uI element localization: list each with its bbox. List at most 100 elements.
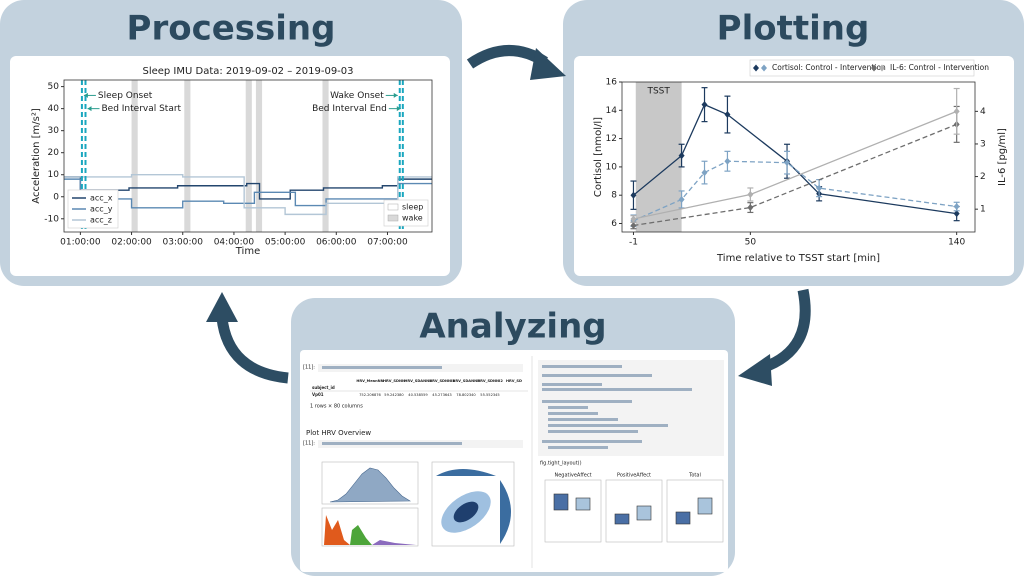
y-tick-label: 10: [48, 170, 60, 180]
event-arrow-head: [396, 106, 401, 112]
table-header: HRV_SDNNI2: [477, 379, 503, 383]
table-header: HRV_SD: [506, 379, 522, 383]
arrow-head: [206, 292, 238, 322]
marker: [630, 215, 637, 223]
table-cell: 45.273643: [432, 393, 451, 397]
marker: [953, 210, 960, 218]
event-arrow-head: [87, 106, 92, 112]
legend-marker: [871, 64, 877, 72]
notebook: [11]: [11]: subject_id Vp01 1 rows × 80 …: [303, 356, 724, 568]
arrow-head: [530, 48, 566, 80]
legend-box: [749, 59, 975, 77]
marker: [678, 152, 685, 160]
table-cell: 59.242380: [384, 393, 404, 397]
legend-label: wake: [402, 214, 423, 223]
axes-frame: [63, 79, 433, 233]
marginal: [436, 469, 496, 476]
x-tick-label: 140: [948, 238, 965, 248]
box: [636, 505, 652, 521]
wake-period: [322, 80, 329, 232]
code-line: [548, 430, 638, 433]
boxplot-title: PositiveAffect: [617, 473, 651, 479]
legend-label: Cortisol: Control - Intervention: [772, 63, 886, 72]
y-tick-label: 6: [611, 219, 617, 229]
spectrum-band: [350, 525, 372, 545]
box: [697, 497, 713, 515]
marker: [747, 191, 754, 198]
axes-frame: [621, 81, 976, 233]
table-note: 1 rows × 80 columns: [310, 404, 363, 410]
table-header: HRV_SDANN2: [452, 379, 480, 383]
code-line: [548, 446, 608, 449]
x-tick-label: 06:00:00: [316, 238, 357, 248]
code-line: [542, 440, 642, 443]
x-tick-label: 07:00:00: [367, 238, 408, 248]
marker: [953, 203, 960, 211]
plot-frame: [605, 479, 663, 543]
table-header: HRV_SDNN: [383, 379, 405, 383]
code-line: [542, 365, 622, 368]
arrow-heads: [206, 48, 772, 386]
series-line: [633, 123, 957, 227]
boxplots: [544, 479, 724, 543]
y2-tick-label: 4: [980, 107, 986, 117]
code-line: [548, 418, 618, 421]
y-tick-label: 20: [48, 148, 60, 158]
plot-frame: [666, 479, 724, 543]
box: [553, 493, 569, 511]
x-axis-label: Time relative to TSST start [min]: [716, 253, 880, 264]
y-tick-label: 8: [611, 191, 617, 201]
y2-tick-label: 2: [980, 172, 986, 182]
box: [575, 497, 591, 511]
box: [675, 511, 691, 525]
wake-period: [245, 80, 252, 232]
table-cell: 40.538559: [408, 393, 428, 397]
x-axis-label: Time: [235, 246, 260, 257]
table-index: subject_id: [312, 385, 335, 390]
legend-label: acc_z: [90, 216, 112, 225]
plot-frame: [321, 507, 419, 547]
inset-plotting: [574, 56, 1014, 276]
acc-line: [64, 174, 432, 216]
event-label: Wake Onset: [330, 91, 384, 101]
acc-line: [64, 178, 432, 209]
event-label: Bed Interval End: [312, 104, 387, 114]
x-tick-label: 03:00:00: [163, 238, 204, 248]
marker: [630, 191, 637, 199]
y-tick-label: 16: [606, 78, 618, 88]
legend-label: IL-6: Control - Intervention: [890, 63, 989, 72]
x-tick-label: 05:00:00: [265, 238, 306, 248]
legend-marker: [761, 64, 767, 72]
scatter-core: [453, 501, 479, 523]
marker: [701, 101, 708, 109]
plot-frame: [544, 479, 602, 543]
code-line: [322, 366, 442, 369]
arrow: [216, 317, 289, 384]
wake-period: [255, 80, 263, 232]
spectrum-band: [372, 540, 416, 545]
marker: [953, 107, 960, 115]
table-row-label: Vp01: [312, 392, 324, 397]
wake-period: [131, 80, 138, 232]
boxplot-title: NegativeAffect: [554, 473, 591, 479]
histogram: [329, 467, 412, 503]
marker: [724, 111, 731, 119]
table-cell: 55.552345: [480, 393, 499, 397]
panel-title: Plotting: [717, 9, 870, 49]
marginal: [500, 480, 511, 544]
prompt: [11]:: [303, 365, 315, 371]
event-arrow-head: [393, 92, 398, 98]
marker: [747, 204, 754, 212]
code: fig.tight_layout(): [540, 461, 582, 467]
boxplot-title: Total: [688, 473, 701, 479]
plot-frame: [321, 461, 419, 505]
y-tick-label: -10: [44, 214, 59, 224]
y2-tick-label: 3: [980, 139, 986, 149]
x-tick-label: 02:00:00: [111, 238, 152, 248]
x-tick-label: -1: [629, 238, 638, 248]
y-axis-label: Acceleration [m/s²]: [31, 108, 42, 204]
box: [614, 513, 630, 525]
y-tick-label: 30: [48, 126, 60, 136]
legend-label: acc_y: [90, 205, 113, 214]
